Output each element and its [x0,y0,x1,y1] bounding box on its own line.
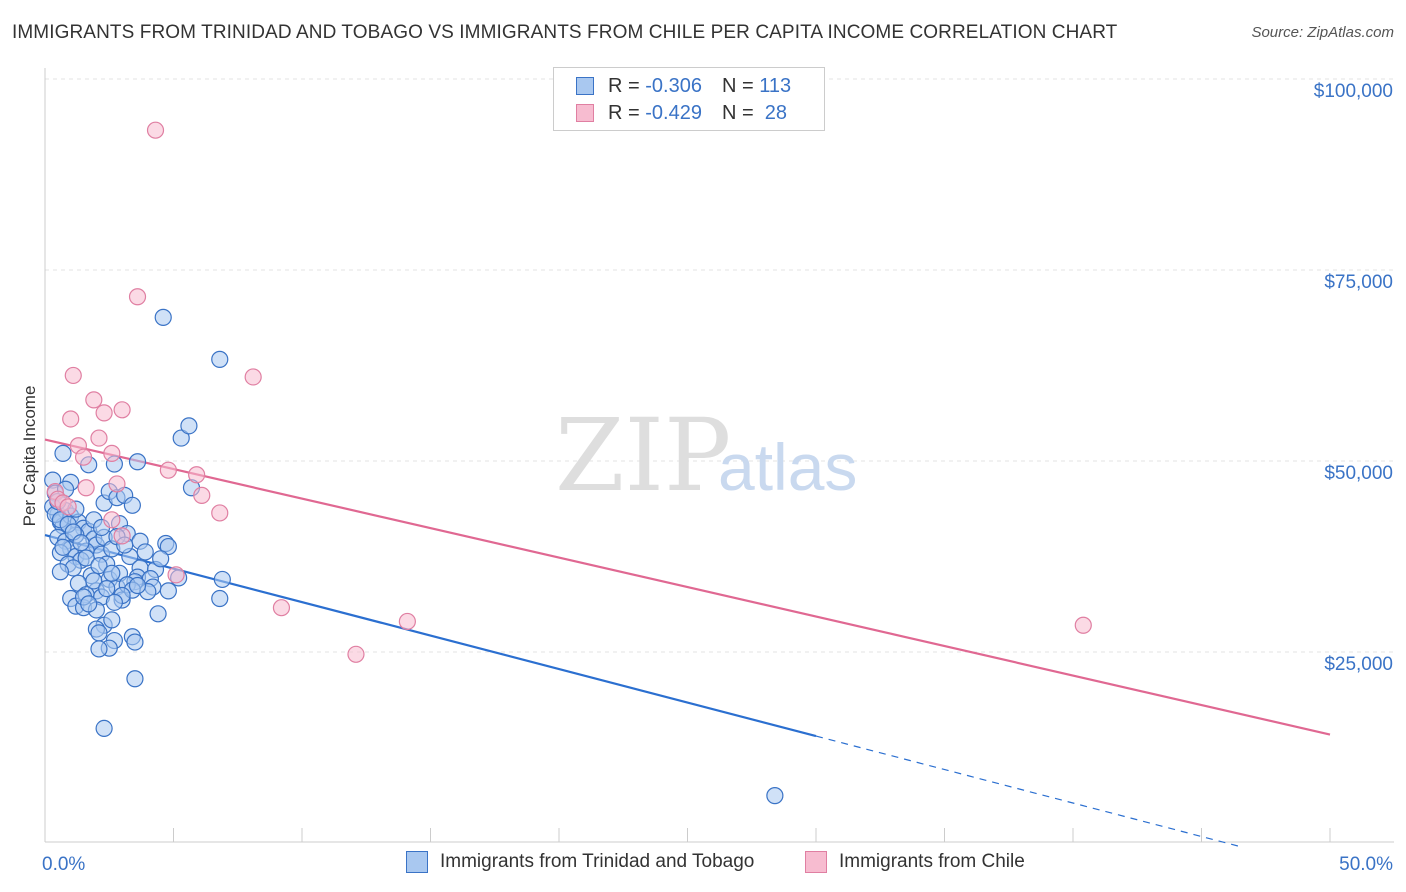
point-trinidad [85,572,103,590]
point-trinidad [213,570,231,589]
x-tick-label: 0.0% [42,854,85,875]
point-trinidad [95,719,113,738]
point-trinidad [136,543,154,561]
point-chile [62,410,80,428]
point-chile [59,498,77,516]
data-points [44,121,1092,805]
legend-n-value: 113 [759,74,792,97]
point-trinidad [103,611,121,629]
point-chile [77,479,95,497]
point-chile [74,448,93,466]
legend-r-value: -0.306 [645,74,702,97]
bottom-legend-trinidad: Immigrants from Trinidad and Tobago [406,851,754,873]
legend-n-label: N = [721,101,754,124]
bottom-legend-swatch-chile [805,851,827,873]
point-trinidad [77,549,95,567]
bottom-legend-swatch-trinidad [406,851,428,873]
point-trinidad [172,429,190,447]
point-trinidad [211,589,229,608]
point-trinidad [90,640,108,658]
watermark-atlas: atlas [718,430,857,504]
point-chile [113,527,131,545]
point-trinidad [159,537,177,556]
x-tick-labels: 0.0% 50.0% [42,854,1393,875]
legend-r-value: -0.429 [645,101,702,124]
point-trinidad [154,308,172,326]
point-chile [347,645,365,663]
point-trinidad [128,453,147,471]
point-chile [108,475,126,493]
point-chile [90,429,108,447]
point-trinidad [103,564,121,582]
legend-n-label: N = [721,74,754,97]
legend-n-value: 28 [764,101,788,124]
point-trinidad [90,557,108,575]
y-tick-label: $25,000 [1324,654,1393,675]
point-trinidad [54,538,72,556]
point-chile [103,511,121,529]
legend-swatch-chile [576,104,594,122]
point-chile [211,504,229,522]
point-trinidad [90,624,108,642]
point-chile [64,366,82,385]
point-chile [159,461,177,479]
legend-r-label: R = [608,74,640,97]
y-tick-labels: $25,000 $50,000 $75,000 $100,000 [1314,81,1393,675]
watermark: ZIP atlas [555,397,857,514]
y-tick-label: $75,000 [1324,272,1393,293]
trend-line-trinidad-extrapolated [815,735,1241,848]
point-chile [146,121,165,139]
point-trinidad [72,534,90,552]
chart-source: Source: ZipAtlas.com [1251,24,1394,41]
bottom-legend-chile: Immigrants from Chile [805,851,1025,873]
point-trinidad [211,350,229,368]
point-trinidad [128,576,147,595]
point-trinidad [98,579,116,598]
point-chile [95,404,113,422]
bottom-legend-label-chile: Immigrants from Chile [839,851,1025,872]
point-chile [244,368,262,386]
point-chile [103,444,121,462]
trend-line-chile [44,438,1331,736]
point-chile [1074,616,1092,634]
point-trinidad [766,787,784,805]
point-trinidad [152,550,170,568]
point-trinidad [80,595,98,613]
point-chile [167,566,185,584]
bottom-legend-label-trinidad: Immigrants from Trinidad and Tobago [440,851,755,872]
y-tick-label: $50,000 [1324,463,1393,484]
point-chile [85,391,103,409]
legend-row-chile: R = -0.429 N = 28 [554,99,787,127]
point-chile [188,466,206,484]
point-chile [398,612,416,631]
watermark-zip: ZIP [555,397,731,514]
legend-swatch-trinidad [576,77,594,95]
point-chile [113,401,131,419]
point-trinidad [126,670,144,688]
legend-row-trinidad: R = -0.306 N = 113 [554,72,791,100]
point-trinidad [51,563,70,581]
grid-lines [45,78,1394,653]
point-trinidad [180,417,198,435]
point-trinidad [123,496,141,514]
chart-title: IMMIGRANTS FROM TRINIDAD AND TOBAGO VS I… [12,22,1118,43]
correlation-legend: R = -0.306 N = 113 R = -0.429 N = 28 [553,67,825,131]
point-trinidad [54,444,72,462]
point-trinidad [105,593,123,611]
point-trinidad [159,582,177,600]
y-axis-label: Per Capita Income [20,386,39,527]
point-chile [128,288,147,306]
point-chile [193,486,211,504]
point-chile [272,599,291,617]
legend-r-label: R = [608,101,640,124]
axes [44,68,1394,843]
point-trinidad [149,605,167,623]
y-tick-label: $100,000 [1314,81,1393,102]
point-trinidad [126,633,144,651]
x-tick-label: 50.0% [1339,854,1393,875]
